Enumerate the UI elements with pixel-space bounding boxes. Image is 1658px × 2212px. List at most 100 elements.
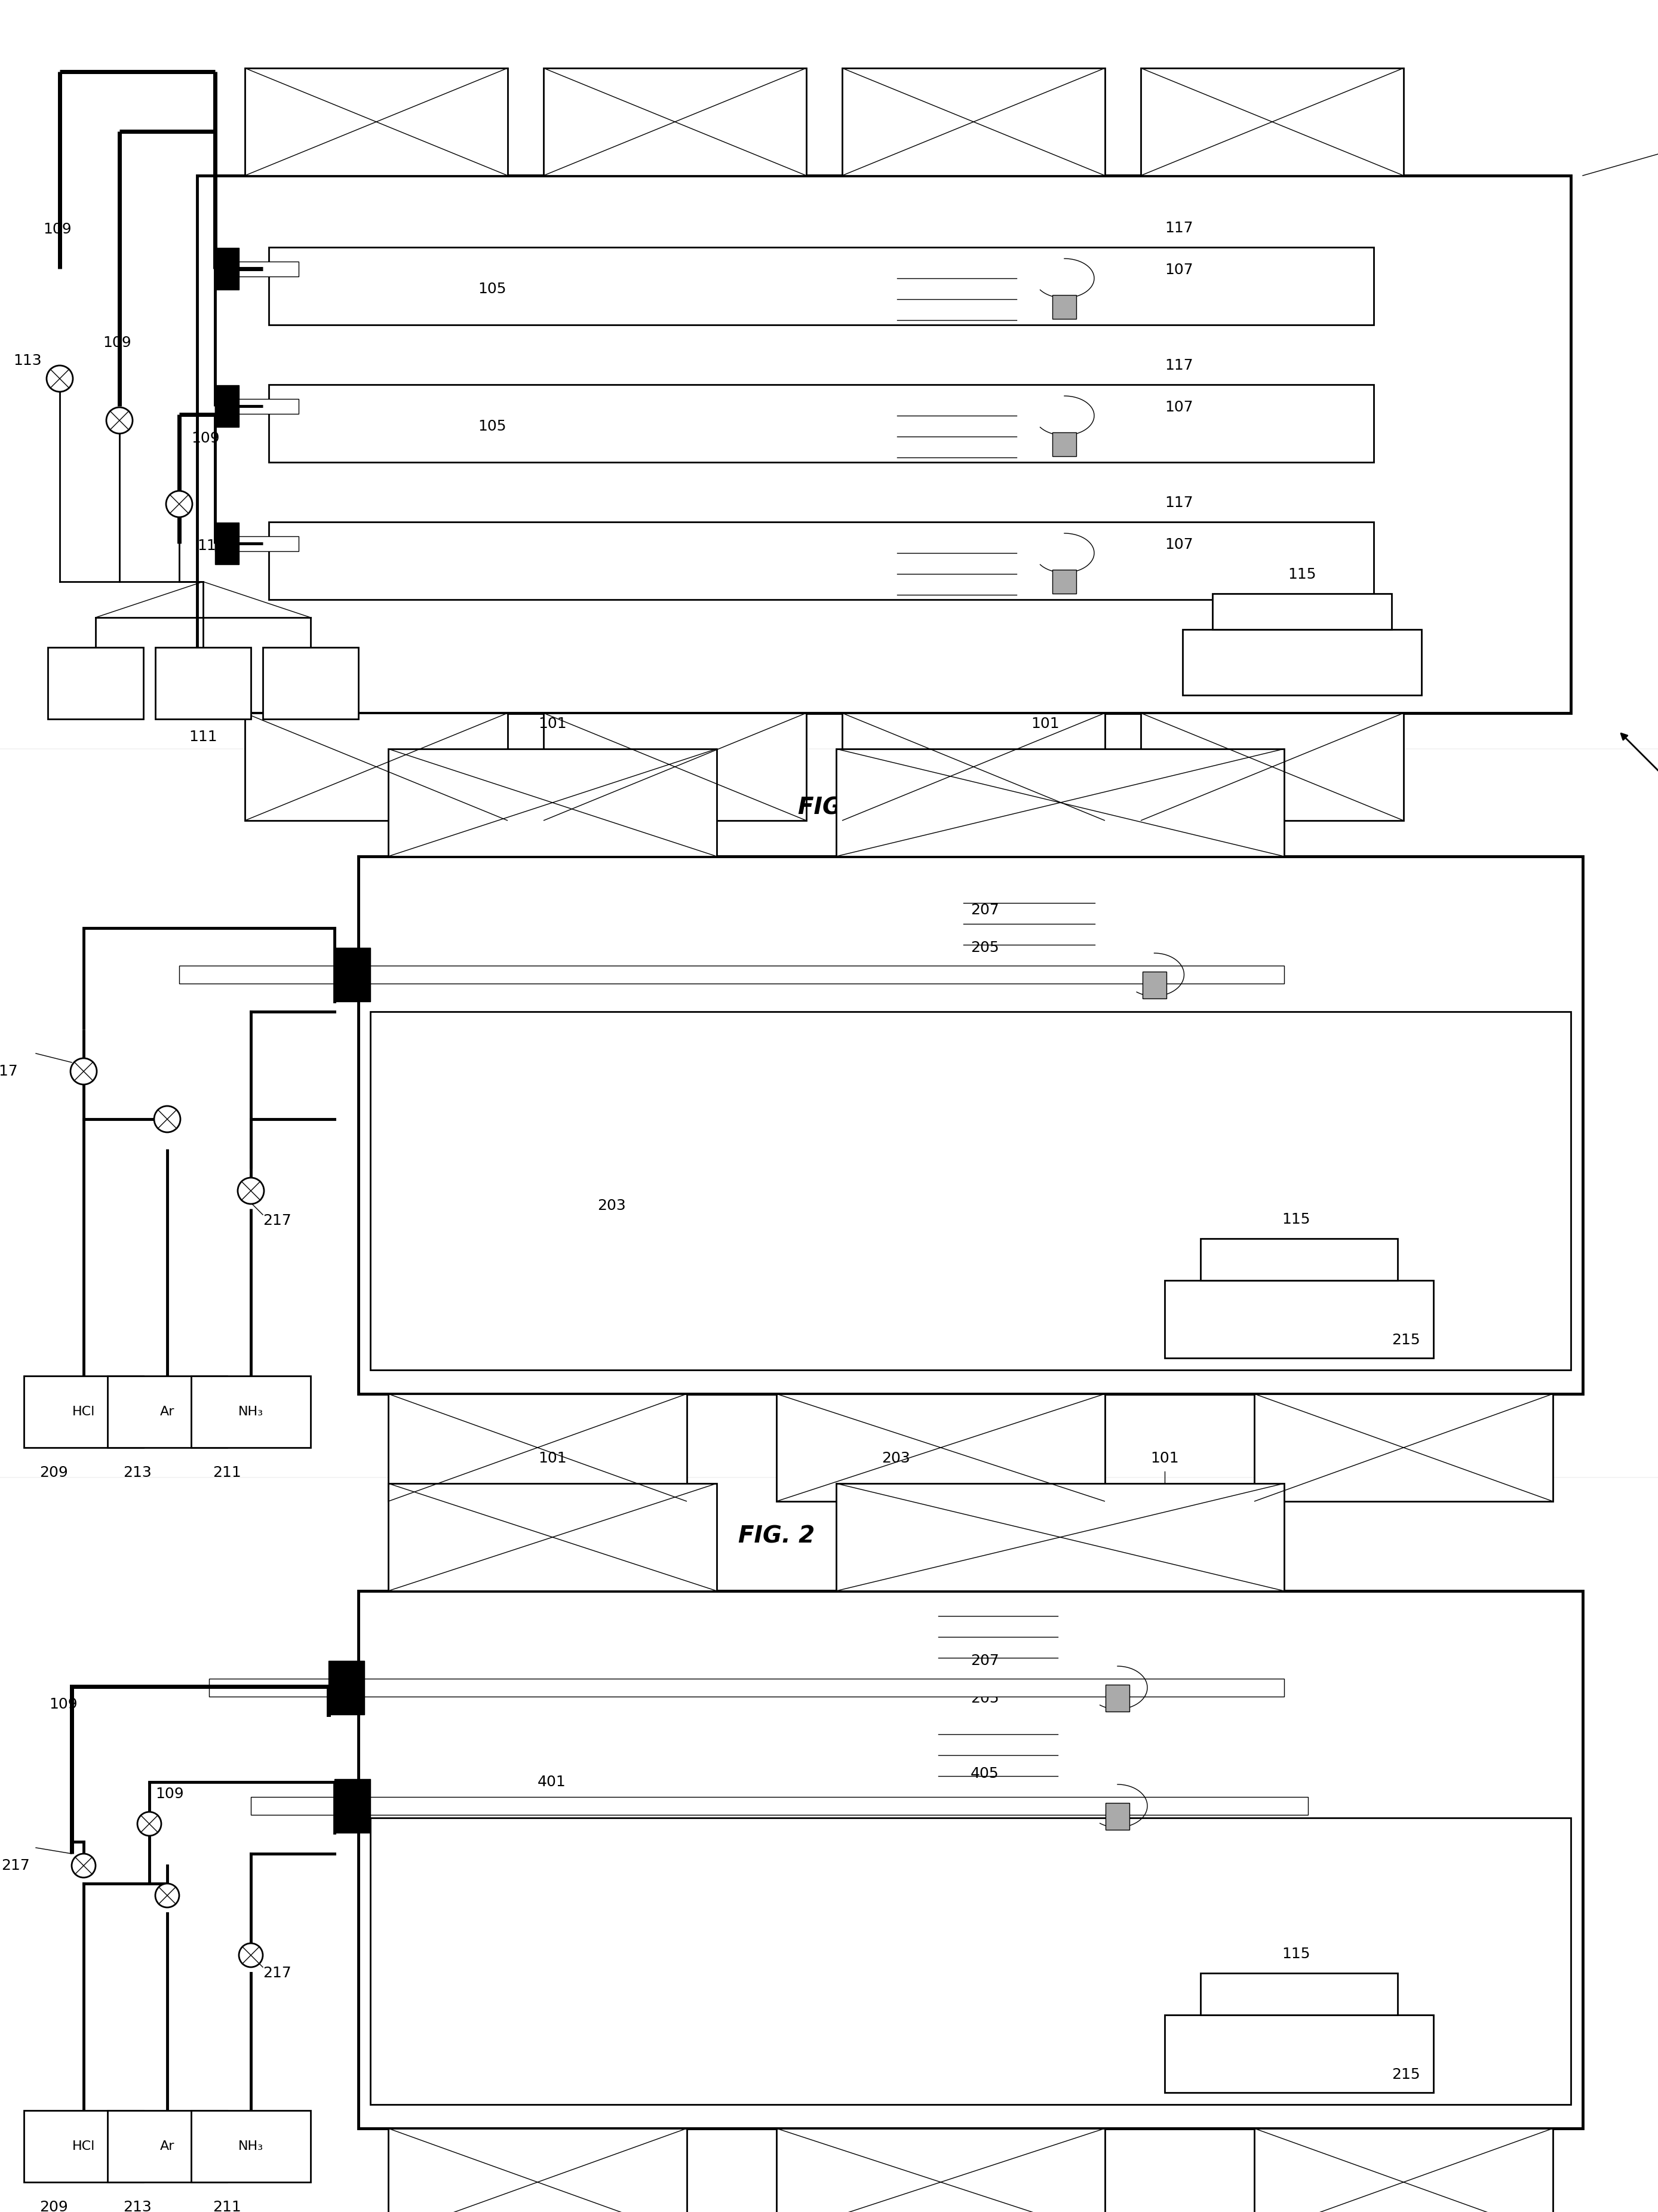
Bar <box>1053 294 1076 319</box>
Text: 101: 101 <box>960 759 988 774</box>
Text: 101: 101 <box>539 1451 567 1467</box>
Bar <box>1106 1803 1129 1829</box>
Circle shape <box>106 407 133 434</box>
Bar <box>48 648 143 719</box>
Bar <box>1212 593 1391 630</box>
Circle shape <box>71 1057 96 1084</box>
Bar <box>264 648 358 719</box>
Bar <box>335 947 370 1002</box>
Bar <box>245 712 507 821</box>
Text: 203: 203 <box>882 1451 910 1467</box>
Text: HCl: HCl <box>73 1407 95 1418</box>
Text: 109: 109 <box>156 1787 184 1801</box>
Text: 213: 213 <box>123 1467 151 1480</box>
Bar <box>1253 1394 1554 1502</box>
Bar <box>776 2128 1104 2212</box>
Text: 109: 109 <box>43 221 71 237</box>
Bar <box>216 535 298 551</box>
Bar <box>216 385 239 427</box>
Text: 107: 107 <box>1164 538 1194 551</box>
Bar <box>544 69 806 175</box>
Bar <box>1053 571 1076 593</box>
Bar <box>776 1394 1104 1502</box>
Circle shape <box>239 1944 264 1966</box>
Text: 215: 215 <box>1391 1334 1419 1347</box>
Bar <box>1200 1973 1398 2015</box>
Bar <box>1142 971 1166 998</box>
Text: 113: 113 <box>197 540 225 553</box>
Text: FIG. 1: FIG. 1 <box>797 796 874 818</box>
Bar <box>388 1484 716 1590</box>
Circle shape <box>71 1854 96 1878</box>
Text: 217: 217 <box>264 1214 292 1228</box>
Text: 115: 115 <box>1288 566 1316 582</box>
Bar <box>388 1394 686 1502</box>
Text: NH₃: NH₃ <box>239 1407 264 1418</box>
Bar <box>335 1778 370 1834</box>
Text: 107: 107 <box>1164 400 1194 414</box>
Bar <box>245 69 507 175</box>
Bar <box>191 1376 310 1447</box>
Text: 101: 101 <box>539 717 567 730</box>
Bar <box>842 712 1104 821</box>
Bar <box>216 261 298 276</box>
Text: 217: 217 <box>2 1858 30 1874</box>
Text: 113: 113 <box>13 354 41 367</box>
Text: 207: 207 <box>970 1655 1000 1668</box>
Text: 215: 215 <box>1391 2068 1419 2081</box>
Text: 117: 117 <box>1164 358 1194 372</box>
Text: 101: 101 <box>1151 1451 1179 1467</box>
Bar <box>108 2110 227 2183</box>
Text: 109: 109 <box>103 336 131 349</box>
Circle shape <box>156 1885 179 1907</box>
Text: FIG. 2: FIG. 2 <box>738 1526 814 1548</box>
Bar <box>388 2128 686 2212</box>
Bar <box>370 1818 1570 2104</box>
Text: 109: 109 <box>191 431 219 445</box>
Text: 115: 115 <box>1282 1947 1310 1962</box>
Circle shape <box>46 365 73 392</box>
Text: 217: 217 <box>264 1966 292 1980</box>
Circle shape <box>138 1812 161 1836</box>
Bar <box>1164 1281 1434 1358</box>
Bar <box>209 1679 1283 1697</box>
Bar <box>388 750 716 856</box>
Text: 105: 105 <box>478 281 506 296</box>
Bar <box>1053 431 1076 456</box>
Bar <box>1164 2015 1434 2093</box>
Bar <box>544 712 806 821</box>
Bar <box>108 1376 227 1447</box>
Bar <box>358 1590 1583 2128</box>
Bar <box>269 385 1374 462</box>
Text: NH₃: NH₃ <box>239 2141 264 2152</box>
Text: 101: 101 <box>1031 717 1059 730</box>
Text: 403: 403 <box>970 1805 1000 1818</box>
Text: 203: 203 <box>597 1199 625 1212</box>
Circle shape <box>166 491 192 518</box>
Text: 101: 101 <box>511 759 541 774</box>
Text: 111: 111 <box>189 730 217 743</box>
Circle shape <box>237 1177 264 1203</box>
Bar <box>1141 712 1404 821</box>
Text: 115: 115 <box>1282 1212 1310 1228</box>
Bar <box>836 1484 1283 1590</box>
Text: 205: 205 <box>970 1692 1000 1705</box>
Text: HCl: HCl <box>73 2141 95 2152</box>
Bar <box>1200 1239 1398 1281</box>
Text: 217: 217 <box>0 1064 18 1079</box>
Bar <box>250 1796 1308 1814</box>
Bar <box>23 1376 143 1447</box>
Text: 105: 105 <box>478 420 506 434</box>
Bar <box>842 69 1104 175</box>
Bar <box>197 175 1570 712</box>
Text: 209: 209 <box>40 2201 68 2212</box>
Text: 405: 405 <box>970 1767 1000 1781</box>
Bar <box>1106 1686 1129 1712</box>
Bar <box>179 967 1283 984</box>
Text: 213: 213 <box>123 2201 151 2212</box>
Text: Ar: Ar <box>159 1407 174 1418</box>
Bar <box>358 856 1583 1394</box>
Text: 107: 107 <box>1164 263 1194 276</box>
Text: 211: 211 <box>212 1467 240 1480</box>
Text: Ar: Ar <box>159 2141 174 2152</box>
